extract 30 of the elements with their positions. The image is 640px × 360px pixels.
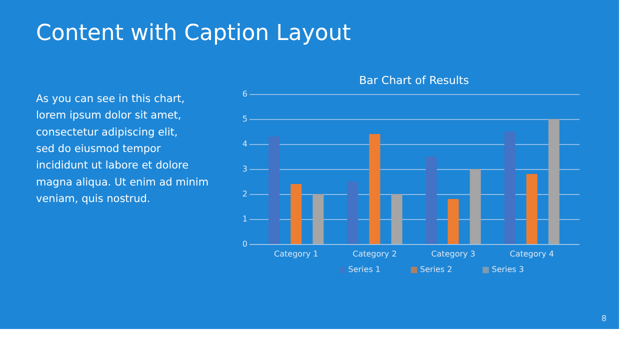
x-tick-label: Category 1 xyxy=(274,250,318,258)
y-tick-label: 4 xyxy=(242,140,248,148)
y-tick-label: 3 xyxy=(242,164,248,174)
y-tick-label: 1 xyxy=(242,214,248,224)
text: Content with Caption Layout xyxy=(36,21,352,46)
x-tick-label: Category 4 xyxy=(510,250,554,258)
y-tick-label: 2 xyxy=(242,190,248,198)
legend-label: Series 3 xyxy=(492,265,524,274)
bar xyxy=(347,182,358,244)
x-tick-label: Category 3 xyxy=(431,250,476,258)
bar xyxy=(426,156,437,244)
y-tick-label: 6 xyxy=(242,90,248,98)
bar xyxy=(268,136,280,244)
bar xyxy=(548,119,560,244)
y-tick-label: 5 xyxy=(242,114,248,124)
bar xyxy=(504,132,516,244)
bar xyxy=(526,174,538,244)
chart-title: Bar Chart of Results xyxy=(359,74,470,87)
bar xyxy=(470,169,481,244)
legend-label: Series 2 xyxy=(420,265,452,274)
text: As you can see in this chart, lorem ipsum dolor sit amet, consectetur adipiscing elit, sed do eiusmod tempor incididunt ut labore et dolore magna aliqua. Ut enim ad minim veniam, quis nostrud. xyxy=(36,93,209,205)
legend-label: Series 1 xyxy=(348,265,380,274)
bar xyxy=(448,199,459,244)
y-tick-label: 0 xyxy=(242,240,248,248)
text: 8 xyxy=(601,314,607,323)
bar xyxy=(369,134,380,244)
x-tick-label: Category 2 xyxy=(352,250,397,258)
bar xyxy=(391,194,402,244)
bar xyxy=(312,194,324,244)
bar xyxy=(290,184,302,244)
